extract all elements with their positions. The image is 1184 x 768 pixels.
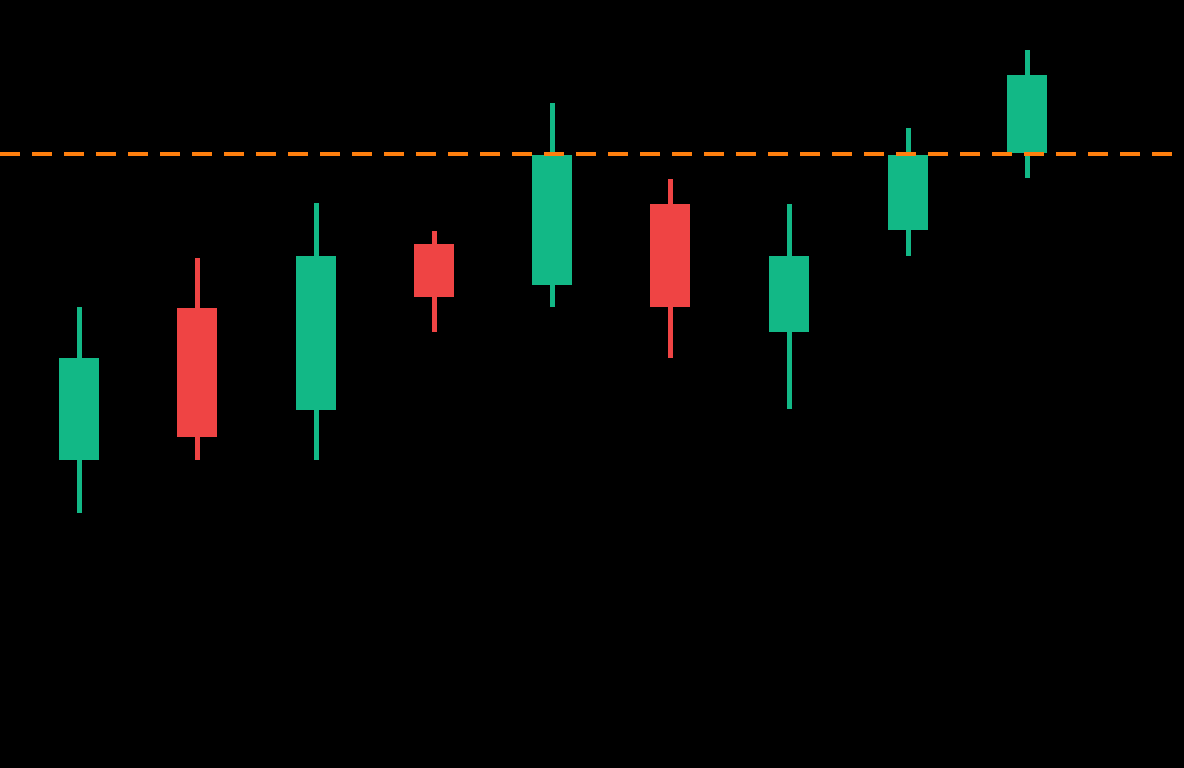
candle-body-5 xyxy=(532,155,572,285)
candle-body-3 xyxy=(296,256,336,410)
candle-body-7 xyxy=(769,256,809,332)
candle-body-1 xyxy=(59,358,99,460)
candle-body-6 xyxy=(650,204,690,307)
candle-body-4 xyxy=(414,244,454,297)
candle-body-9 xyxy=(1007,75,1047,153)
candle-body-8 xyxy=(888,155,928,230)
candle-body-2 xyxy=(177,308,217,437)
